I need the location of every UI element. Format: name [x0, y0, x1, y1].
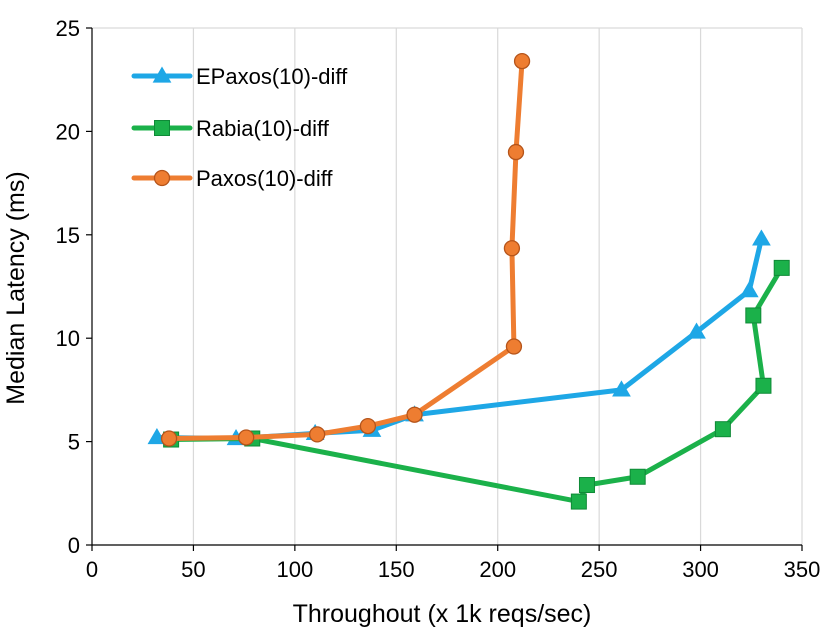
data-point: [739, 281, 759, 298]
y-tick-label: 5: [68, 430, 80, 455]
legend-item: EPaxos(10)-diff: [131, 64, 348, 89]
y-tick-label: 15: [56, 223, 80, 248]
legend-item: Paxos(10)-diff: [131, 166, 333, 191]
data-point: [238, 429, 255, 446]
legend-item: Rabia(10)-diff: [131, 116, 330, 141]
series-line: [154, 236, 764, 441]
data-point: [578, 477, 595, 494]
series-circle: [160, 52, 531, 447]
x-tick-label: 50: [181, 557, 205, 582]
x-tick-label: 100: [276, 557, 313, 582]
data-point: [309, 426, 326, 443]
legend-label: Rabia(10)-diff: [196, 116, 330, 141]
y-tick-label: 10: [56, 326, 80, 351]
data-point: [629, 468, 646, 485]
data-point: [503, 240, 521, 257]
axes: 0 50 100 150 200 250 300 350 0 5 10 15 20 25: [56, 16, 821, 582]
data-point: [745, 307, 762, 324]
grid: [92, 27, 803, 545]
data-point: [406, 406, 423, 423]
data-point: [570, 493, 587, 510]
y-tick-label: 0: [68, 533, 80, 558]
x-tick-label: 200: [479, 557, 516, 582]
data-point: [359, 417, 377, 435]
x-axis-title: Throughout (x 1k reqs/sec): [293, 600, 592, 628]
x-tick-label: 0: [86, 557, 98, 582]
legend-label: EPaxos(10)-diff: [196, 64, 348, 89]
series-square: [163, 259, 790, 510]
data-point: [687, 322, 706, 339]
data-point: [160, 430, 178, 447]
legend-label: Paxos(10)-diff: [196, 166, 333, 191]
data-point: [755, 377, 772, 394]
series-layer: [147, 52, 790, 510]
data-point: [513, 52, 531, 70]
x-tick-label: 300: [682, 557, 719, 582]
data-point: [612, 380, 631, 397]
legend-marker: [152, 66, 172, 83]
data-point: [773, 259, 790, 276]
x-tick-label: 250: [581, 557, 618, 582]
data-point: [507, 143, 525, 161]
series-line: [168, 265, 785, 505]
data-point: [752, 229, 771, 246]
data-point: [505, 338, 523, 355]
y-axis-title: Median Latency (ms): [2, 171, 30, 404]
x-tick-label: 150: [378, 557, 415, 582]
data-point: [714, 421, 731, 438]
y-tick-label: 20: [56, 119, 80, 144]
x-tick-label: 350: [784, 557, 821, 582]
legend-marker: [153, 169, 171, 187]
series-triangle: [147, 229, 771, 446]
y-tick-label: 25: [56, 16, 80, 41]
legend-marker: [154, 120, 170, 136]
legend: EPaxos(10)-diff Rabia(10)-diff Paxos(10)-d…: [131, 64, 348, 191]
